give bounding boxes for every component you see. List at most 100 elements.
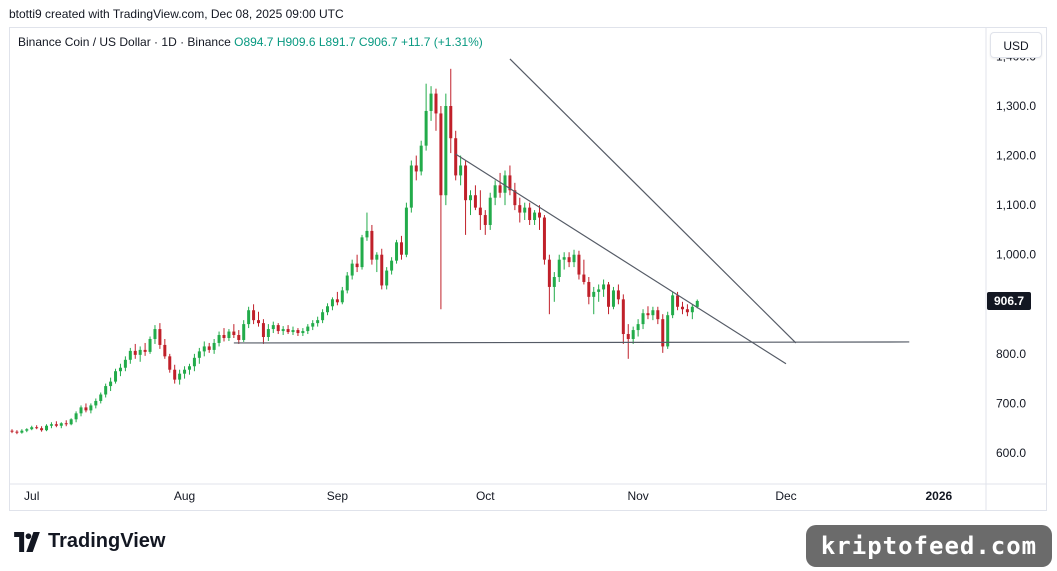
candle (306, 324, 310, 335)
last-price-label-bg (987, 291, 1031, 310)
candle-body (89, 405, 93, 411)
candle (577, 250, 581, 280)
candle (370, 224, 374, 265)
x-tick-label: Jul (24, 489, 39, 503)
candle (478, 190, 482, 230)
candle-body (690, 306, 694, 313)
candle-body (335, 299, 339, 303)
candle-body (178, 373, 182, 380)
candle (118, 363, 122, 377)
candle (94, 398, 98, 409)
candle-body (360, 237, 364, 268)
candle-body (138, 349, 142, 355)
x-tick-label: Oct (476, 489, 495, 503)
candle-body (498, 185, 502, 193)
candle (419, 140, 423, 176)
candle (552, 272, 556, 302)
candle-body (503, 175, 507, 193)
candle (138, 346, 142, 362)
candle (562, 252, 566, 270)
candle-body (454, 138, 458, 176)
candle (365, 212, 369, 241)
high-value: H909.6 (276, 35, 316, 49)
candle-body (661, 319, 665, 347)
y-tick-label: 800.0 (996, 347, 1026, 361)
x-tick-label: Nov (627, 489, 648, 503)
candle-body (197, 351, 201, 358)
candle (646, 306, 650, 320)
candle-body (429, 93, 433, 111)
candle-body (459, 165, 463, 176)
y-tick-label: 600.0 (996, 446, 1026, 460)
candle-body (237, 335, 241, 340)
candle-body (444, 106, 448, 196)
candle-body (468, 195, 472, 201)
candle (84, 403, 88, 413)
candle-body (158, 329, 162, 345)
candle-body (656, 310, 660, 320)
candle-body (40, 428, 44, 431)
candle (197, 347, 201, 364)
candle-body (380, 254, 384, 286)
candle-body (488, 197, 492, 225)
candle (148, 336, 152, 354)
candle-body (104, 386, 108, 395)
candle (350, 259, 354, 280)
candle (523, 202, 527, 221)
candle (424, 83, 428, 151)
candle-body (173, 369, 177, 380)
candle (661, 314, 665, 353)
candle-body (30, 427, 34, 430)
candle (557, 254, 561, 282)
candle (15, 430, 19, 435)
low-value: L891.7 (318, 35, 356, 49)
candle (202, 341, 206, 357)
candle (59, 422, 63, 429)
candle (168, 353, 172, 373)
chart-frame[interactable] (9, 27, 1047, 511)
candle-body (685, 309, 689, 313)
currency-button[interactable]: USD (990, 32, 1042, 58)
candle-body (513, 190, 517, 206)
candle-body (242, 324, 246, 340)
candle (626, 324, 630, 359)
candle (404, 202, 408, 258)
candle-body (247, 310, 251, 325)
candle-body (59, 423, 63, 426)
candle-body (572, 254, 576, 263)
candle (128, 347, 132, 364)
candle (281, 326, 285, 336)
candle-body (680, 306, 684, 310)
candle-body (54, 424, 58, 426)
support-line (233, 341, 910, 344)
candle (35, 425, 39, 430)
candle (158, 323, 162, 349)
y-tick-label: 1,100.0 (996, 198, 1036, 212)
candle-body (20, 430, 24, 433)
candle (582, 259, 586, 285)
candle-body (114, 371, 118, 382)
candle (483, 210, 487, 235)
candle-body (483, 215, 487, 225)
lower-trendline (455, 153, 787, 365)
candle-body (636, 324, 640, 331)
y-tick-label: 1,000.0 (996, 248, 1036, 262)
candle-body (79, 407, 83, 414)
candle-body (355, 263, 359, 268)
candle-body (676, 295, 680, 307)
watermark: kriptofeed.com (806, 525, 1052, 567)
candle (326, 303, 330, 316)
candle (123, 356, 127, 372)
candle (261, 319, 265, 344)
candle (345, 272, 349, 294)
candle (30, 425, 34, 431)
candle (602, 279, 606, 297)
candle (45, 424, 49, 432)
candle-body (15, 431, 19, 433)
candle-body (148, 338, 152, 352)
candle (247, 306, 251, 329)
candle (89, 403, 93, 414)
candle-body (276, 325, 280, 332)
candle-body (212, 342, 216, 350)
